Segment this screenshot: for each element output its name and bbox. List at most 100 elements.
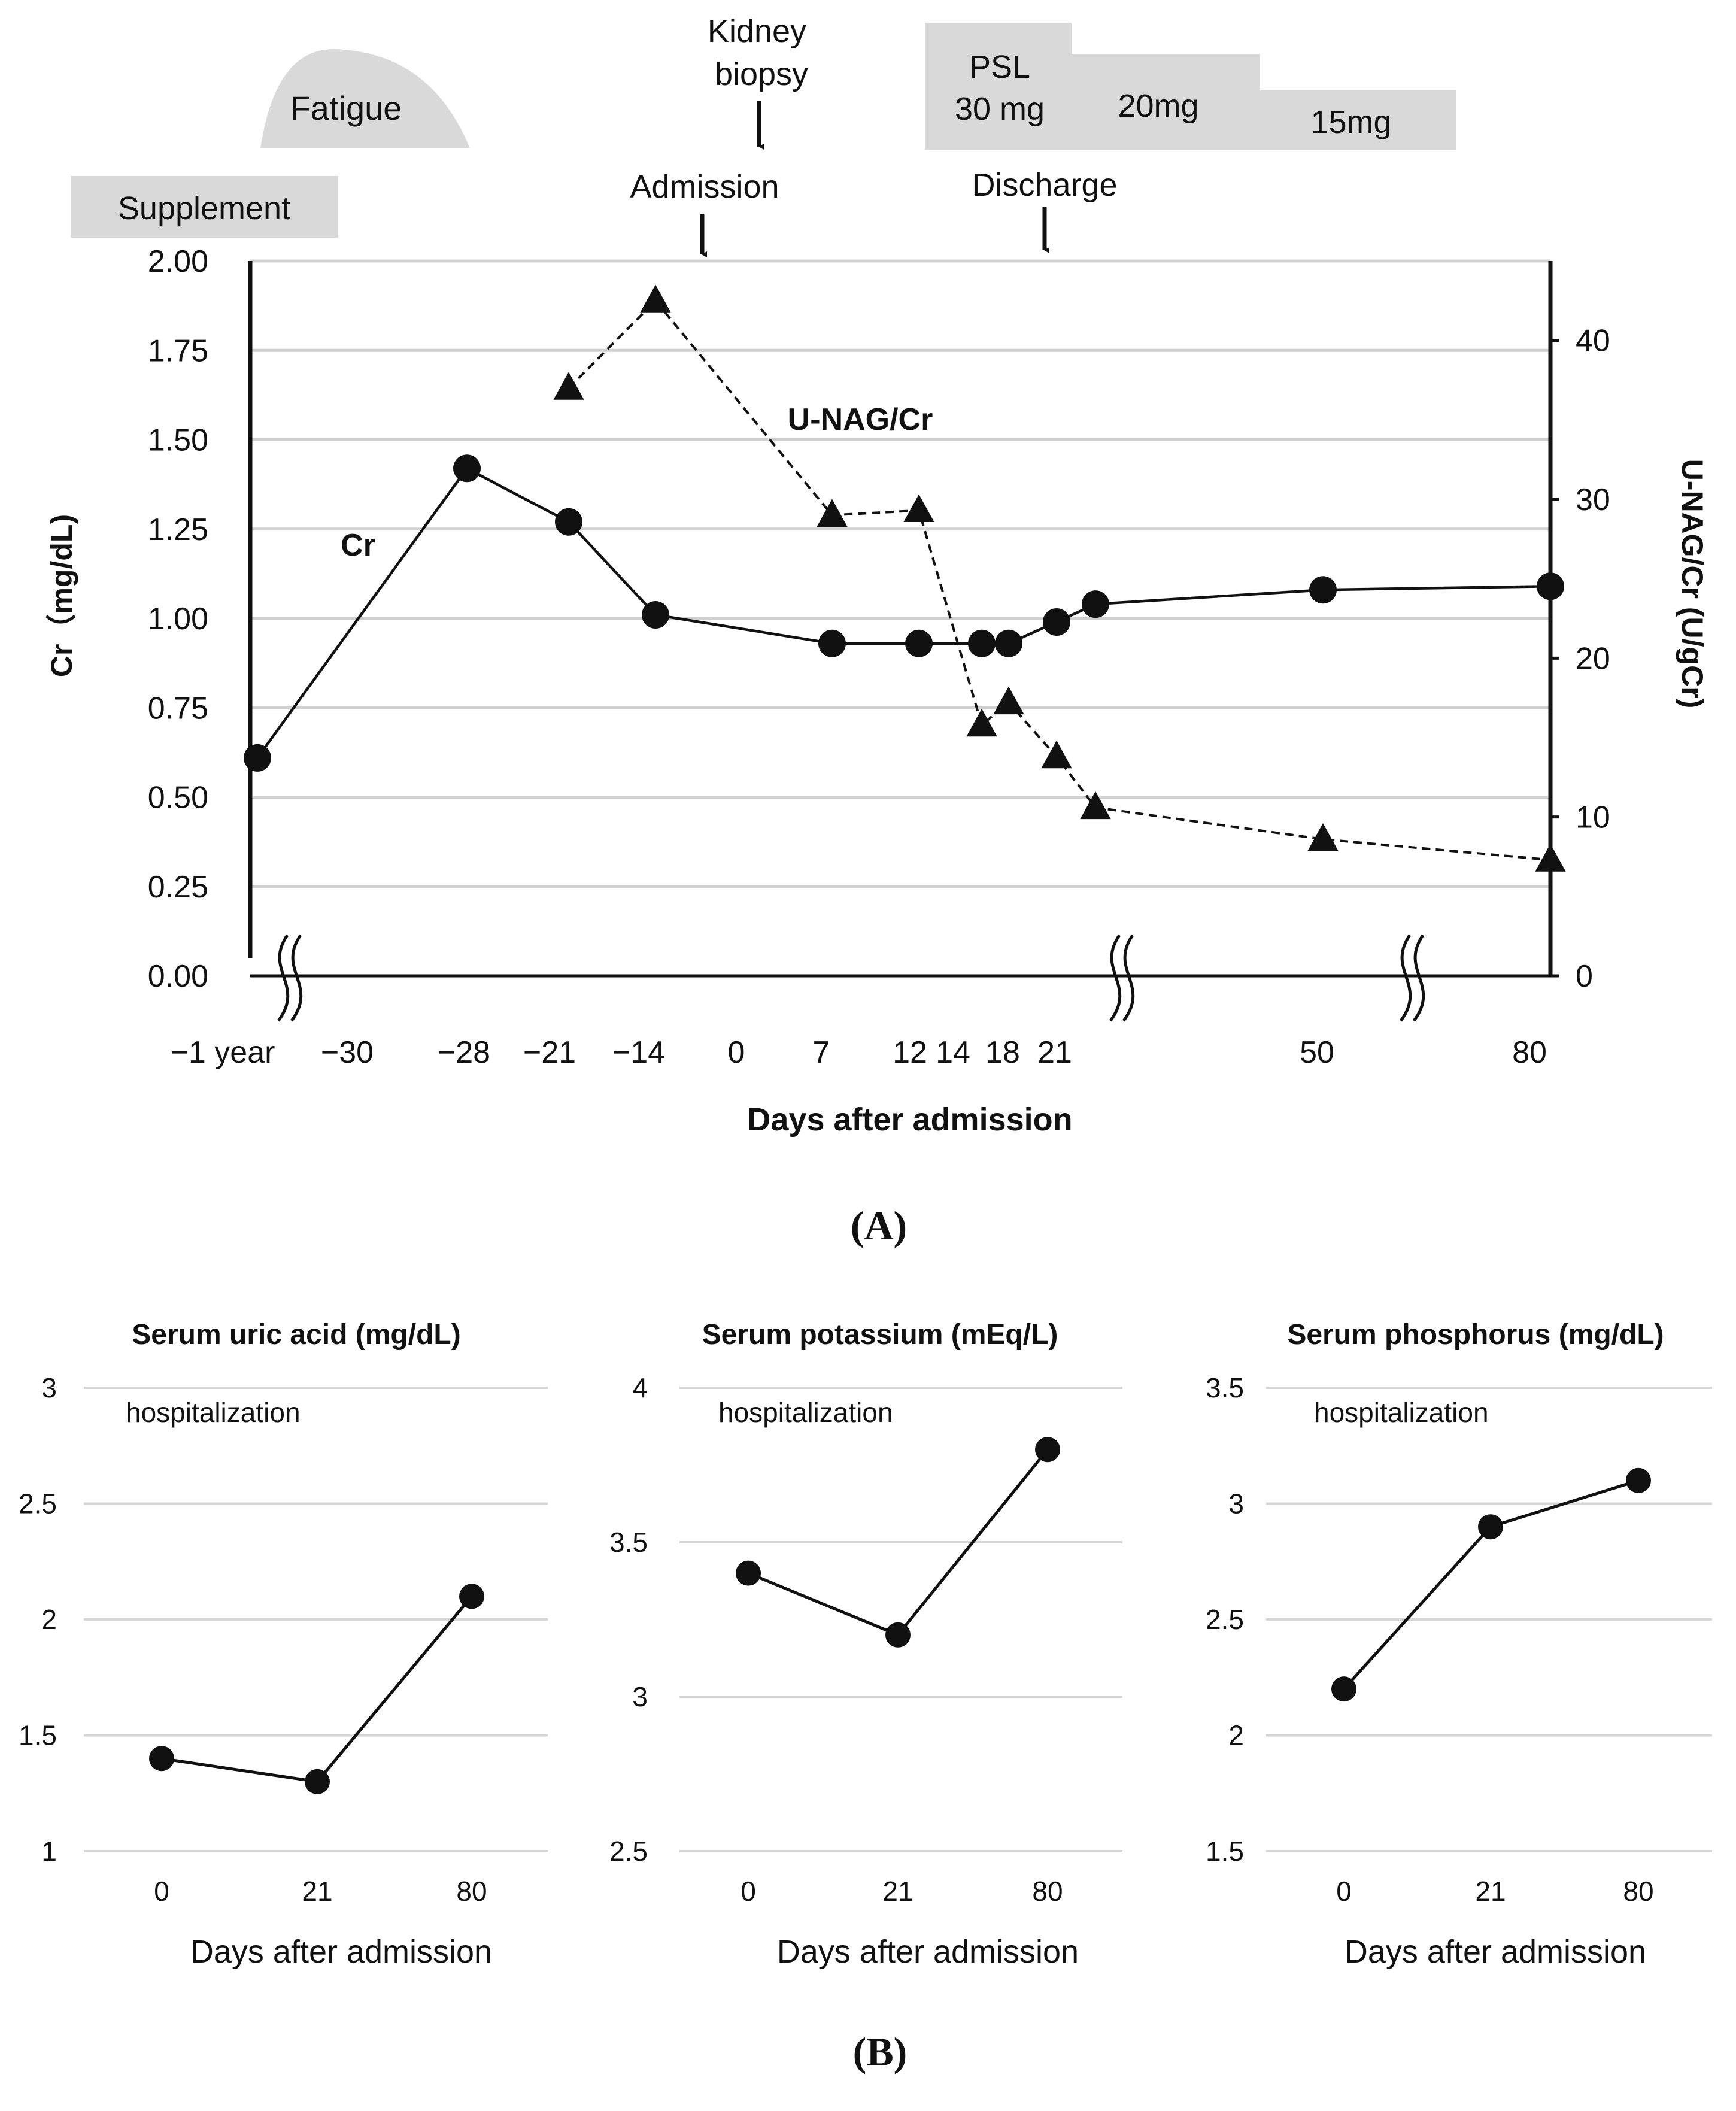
unag-point bbox=[1307, 823, 1339, 851]
data-point bbox=[305, 1769, 330, 1794]
psl-label: PSL bbox=[969, 49, 1030, 85]
y-right-tick-label: 30 bbox=[1576, 483, 1610, 517]
admission-label: Admission bbox=[630, 169, 779, 205]
fatigue-label: Fatigue bbox=[290, 89, 402, 127]
y-left-label: Cr（mg/dL) bbox=[45, 514, 78, 677]
x-tick-label: 50 bbox=[1300, 1035, 1334, 1070]
x-tick-label: 80 bbox=[1032, 1876, 1063, 1907]
x-tick-label: 0 bbox=[1336, 1876, 1352, 1907]
subchart-title: Serum uric acid (mg/dL) bbox=[132, 1319, 460, 1351]
x-axis-label: Days after admission bbox=[1345, 1934, 1646, 1970]
y-tick-label: 2 bbox=[1228, 1720, 1244, 1751]
y-left-tick-label: 1.25 bbox=[148, 512, 208, 547]
y-tick-label: 2 bbox=[41, 1604, 57, 1635]
axis-break-mark bbox=[1122, 934, 1135, 1022]
discharge-label: Discharge bbox=[972, 167, 1117, 203]
panel-a-label: (A) bbox=[851, 1203, 907, 1248]
x-axis-label-a: Days after admission bbox=[747, 1102, 1072, 1138]
panel-a-chart: Fatigue Supplement Kidney biopsy Admissi… bbox=[45, 13, 1709, 1138]
x-tick-label: 12 bbox=[893, 1035, 927, 1070]
data-point bbox=[736, 1560, 761, 1586]
x-tick-label: 18 bbox=[985, 1035, 1020, 1070]
y-tick-label: 1 bbox=[41, 1836, 57, 1867]
x-tick-label: −21 bbox=[523, 1035, 576, 1070]
supplement-label: Supplement bbox=[118, 190, 290, 226]
y-tick-label: 2.5 bbox=[609, 1836, 648, 1867]
x-tick-label: −30 bbox=[321, 1035, 374, 1070]
y-tick-label: 3.5 bbox=[609, 1527, 648, 1558]
y-right-tick-label: 0 bbox=[1576, 959, 1593, 994]
panel-b-subchart: 1 1.5 2 2.5 3 Serum uric acid (mg/dL) hospital… bbox=[19, 1319, 548, 1970]
x-tick-label: −28 bbox=[438, 1035, 490, 1070]
hospitalization-label: hospitalization bbox=[1314, 1397, 1489, 1428]
data-point bbox=[149, 1746, 174, 1772]
unag-point bbox=[817, 499, 848, 527]
subchart-title: Serum phosphorus (mg/dL) bbox=[1287, 1319, 1664, 1351]
y-left-tick-label: 1.50 bbox=[148, 423, 208, 458]
y-left-tick-label: 0.25 bbox=[148, 870, 208, 905]
axis-break-mark bbox=[1109, 934, 1122, 1022]
y-right-tick-label: 20 bbox=[1576, 641, 1610, 676]
y-tick-label: 1.5 bbox=[1206, 1836, 1244, 1867]
x-tick-label: 21 bbox=[302, 1876, 332, 1907]
cr-line bbox=[256, 466, 1551, 759]
unag-point bbox=[553, 372, 584, 400]
cr-point bbox=[1309, 576, 1337, 604]
y-tick-label: 2.5 bbox=[1206, 1604, 1244, 1635]
axis-break-mark bbox=[290, 934, 303, 1022]
cr-point bbox=[1082, 590, 1109, 618]
cr-point bbox=[555, 508, 582, 536]
series-label-cr: Cr bbox=[341, 528, 375, 563]
x-tick-label: 21 bbox=[1037, 1035, 1072, 1070]
cr-point bbox=[1043, 608, 1070, 636]
y-left-tick-label: 0.50 bbox=[148, 781, 208, 815]
unag-point bbox=[1080, 791, 1111, 820]
data-point bbox=[459, 1584, 484, 1609]
series-line bbox=[1343, 1479, 1639, 1690]
axis-break-mark bbox=[277, 934, 290, 1022]
x-tick-label: 21 bbox=[1475, 1876, 1506, 1907]
unag-point bbox=[1535, 844, 1566, 872]
data-point bbox=[885, 1622, 911, 1648]
x-axis-label: Days after admission bbox=[777, 1934, 1079, 1970]
x-tick-label: 14 bbox=[936, 1035, 970, 1070]
axis-break-mark bbox=[1412, 934, 1425, 1022]
y-tick-label: 3 bbox=[41, 1372, 57, 1403]
y-tick-label: 1.5 bbox=[19, 1720, 57, 1751]
y-tick-label: 3.5 bbox=[1206, 1372, 1244, 1403]
y-tick-label: 3 bbox=[1228, 1488, 1244, 1519]
panel-b-subchart: 2.5 3 3.5 4 Serum potassium (mEq/L) hospitali… bbox=[609, 1319, 1122, 1970]
cr-point bbox=[244, 744, 271, 772]
y-tick-label: 3 bbox=[632, 1681, 648, 1712]
y-left-tick-label: 0.00 bbox=[148, 959, 208, 994]
y-left-tick-label: 0.75 bbox=[148, 691, 208, 726]
x-axis-label: Days after admission bbox=[190, 1934, 492, 1970]
hospitalization-label: hospitalization bbox=[718, 1397, 893, 1428]
unag-point bbox=[903, 494, 934, 523]
x-tick-label: 80 bbox=[456, 1876, 487, 1907]
y-right-label: U-NAG/Cr (U/gCr) bbox=[1676, 459, 1709, 709]
data-point bbox=[1626, 1467, 1651, 1493]
series-line bbox=[161, 1595, 473, 1784]
cr-point bbox=[1537, 572, 1564, 600]
data-point bbox=[1331, 1676, 1356, 1702]
x-tick-label: 7 bbox=[813, 1035, 830, 1070]
x-tick-label: 21 bbox=[882, 1876, 913, 1907]
cr-point bbox=[453, 454, 481, 483]
data-point bbox=[1478, 1514, 1503, 1540]
data-point bbox=[1035, 1437, 1060, 1463]
unag-point bbox=[993, 686, 1024, 715]
unag-point bbox=[1041, 740, 1072, 769]
y-left-tick-label: 1.00 bbox=[148, 602, 208, 636]
subchart-title: Serum potassium (mEq/L) bbox=[702, 1319, 1058, 1351]
panel-b-charts: 1 1.5 2 2.5 3 Serum uric acid (mg/dL) hospital… bbox=[19, 1319, 1712, 1970]
fatigue-shape bbox=[260, 48, 470, 148]
x-tick-label: −14 bbox=[612, 1035, 665, 1070]
panel-b-subchart: 1.5 2 2.5 3 3.5 Serum phosphorus (mg/dL) hospi… bbox=[1206, 1319, 1712, 1970]
hospitalization-label: hospitalization bbox=[126, 1397, 301, 1428]
x-tick-label: 0 bbox=[154, 1876, 169, 1907]
supplement-bar bbox=[71, 176, 338, 238]
x-tick-label: −1 year bbox=[171, 1035, 275, 1070]
y-left-tick-label: 1.75 bbox=[148, 333, 208, 368]
